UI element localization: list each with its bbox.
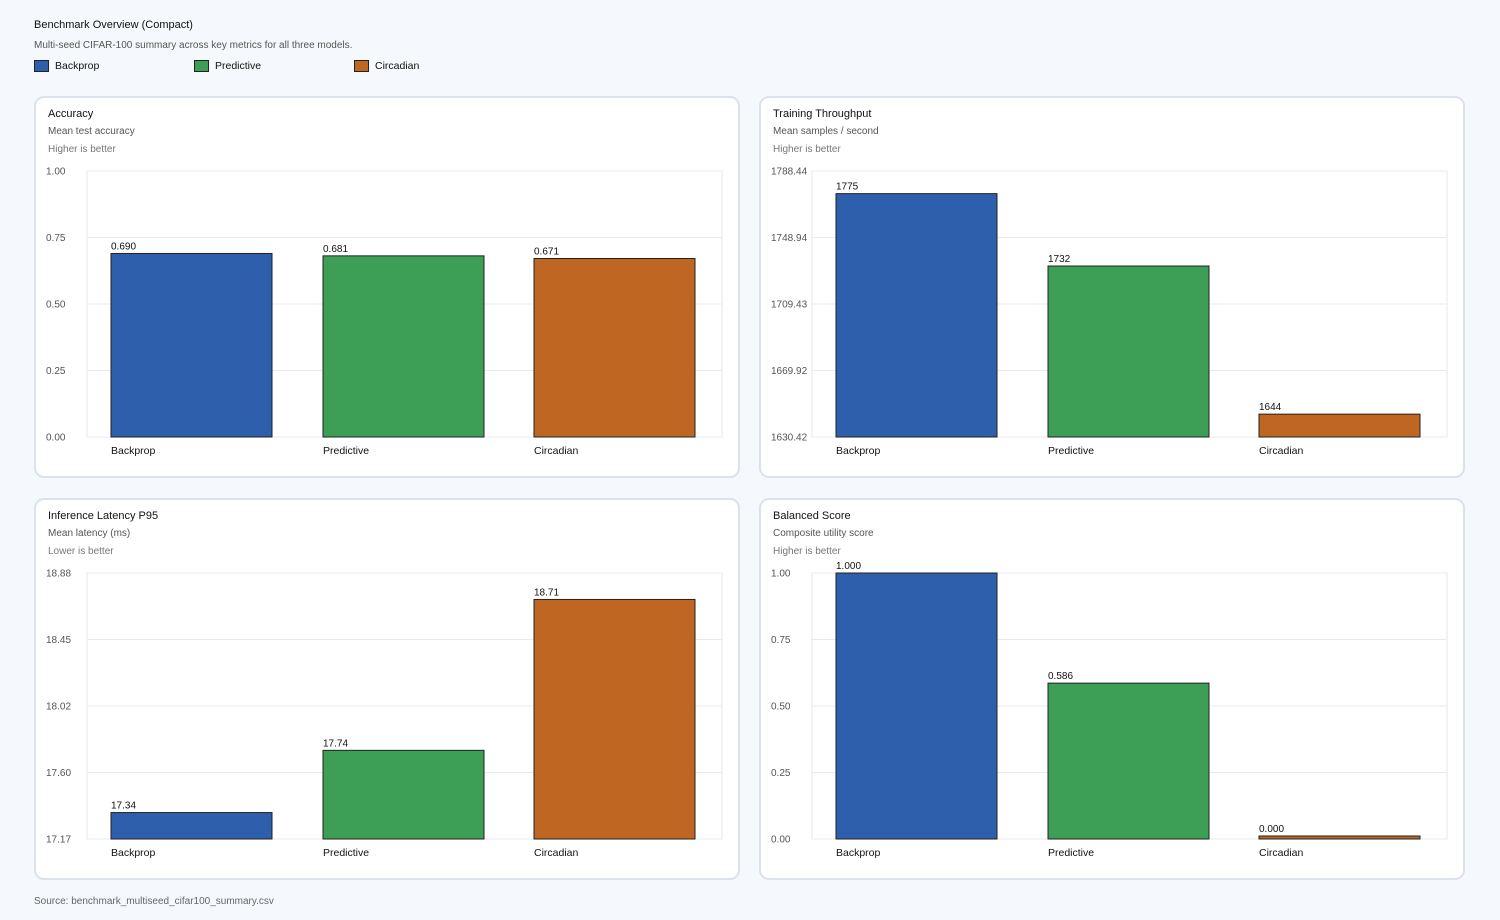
bar-circadian [1258,413,1421,438]
y-tick-label: 18.88 [46,569,71,580]
chart-subtitle: Mean samples / second [773,126,879,137]
y-tick-label: 17.60 [46,768,71,779]
page-subtitle: Multi-seed CIFAR-100 summary across key … [34,40,353,51]
y-tick-label: 17.17 [46,835,71,846]
legend-label-backprop: Backprop [55,60,100,72]
x-tick-label: Predictive [323,847,369,859]
bar-predictive [1047,265,1210,438]
chart-title: Balanced Score [773,510,851,522]
y-tick-label: 1.00 [771,569,791,580]
x-tick-label: Predictive [1048,445,1094,457]
bar-predictive [1047,682,1210,840]
chart-note: Higher is better [773,144,841,155]
y-tick-label: 1748.94 [771,233,808,244]
legend-item-backprop: Backprop [34,59,99,73]
bar-value-label: 1775 [836,182,859,193]
chart-note: Higher is better [773,546,841,557]
chart-panel-accuracy: Accuracy Mean test accuracy Higher is be… [34,96,740,478]
balanced-score-chart: 0.00 0.25 0.50 0.75 1.00 1.000 Backprop 0.586 Pr… [771,561,1448,859]
y-tick-label: 1788.44 [771,167,808,178]
bar-value-label: 17.34 [111,801,136,812]
bar-value-label: 0.671 [534,247,559,258]
bar-circadian [1258,835,1421,840]
page-title: Benchmark Overview (Compact) [34,19,193,31]
y-tick-label: 1.00 [46,167,66,178]
chart-subtitle: Composite utility score [773,528,874,539]
bar-predictive [322,749,485,840]
bar-value-label: 1732 [1048,254,1071,265]
throughput-chart: 1630.42 1669.92 1709.43 1748.94 1788.44 1775 B… [771,167,1448,457]
bar-circadian [533,598,696,840]
y-tick-label: 0.25 [771,768,791,779]
bar-value-label: 17.74 [323,738,348,749]
x-tick-label: Backprop [111,445,156,457]
bar-value-label: 0.690 [111,241,136,252]
bar-value-label: 0.000 [1259,824,1284,835]
chart-panel-latency: Inference Latency P95 Mean latency (ms) … [34,498,740,880]
x-tick-label: Predictive [323,445,369,457]
y-tick-label: 1669.92 [771,366,808,377]
x-tick-label: Circadian [534,445,579,457]
bar-value-label: 18.71 [534,587,559,598]
x-tick-label: Backprop [836,847,881,859]
chart-note: Lower is better [48,546,114,557]
x-tick-label: Predictive [1048,847,1094,859]
chart-title: Inference Latency P95 [48,510,159,522]
y-tick-label: 18.02 [46,702,71,713]
legend-item-predictive: Predictive [194,59,261,73]
legend-swatch-backprop [34,60,49,72]
accuracy-chart: 0.00 0.25 0.50 0.75 1.00 0.690 Backprop 0.681 Pr… [46,167,723,457]
latency-chart: 17.17 17.60 18.02 18.45 18.88 17.34 Backprop 17… [46,569,723,859]
bar-backprop [110,252,273,438]
chart-title: Accuracy [48,108,94,120]
y-tick-label: 0.25 [46,366,66,377]
legend-label-predictive: Predictive [215,60,262,72]
chart-title: Training Throughput [773,108,872,120]
bar-value-label: 1.000 [836,561,861,572]
legend-swatch-circadian [354,60,369,72]
legend-swatch-predictive [194,60,209,72]
y-tick-label: 0.50 [771,702,791,713]
x-tick-label: Circadian [534,847,579,859]
x-tick-label: Circadian [1259,847,1304,859]
y-tick-label: 1630.42 [771,433,808,444]
bar-backprop [110,812,273,840]
chart-subtitle: Mean latency (ms) [48,528,131,539]
chart-note: Higher is better [48,144,116,155]
chart-subtitle: Mean test accuracy [48,126,135,137]
bar-backprop [835,193,998,438]
y-tick-label: 0.00 [771,835,791,846]
y-tick-label: 18.45 [46,635,71,646]
chart-panel-throughput: Training Throughput Mean samples / secon… [759,96,1465,478]
bar-backprop [835,572,998,840]
bar-predictive [322,255,485,438]
y-tick-label: 0.00 [46,433,66,444]
source-note: Source: benchmark_multiseed_cifar100_sum… [34,896,274,907]
bar-value-label: 1644 [1259,402,1282,413]
bar-value-label: 0.681 [323,244,348,255]
legend-item-circadian: Circadian [354,59,419,73]
bar-value-label: 0.586 [1048,671,1073,682]
y-tick-label: 0.50 [46,300,66,311]
y-tick-label: 0.75 [771,635,791,646]
legend-label-circadian: Circadian [375,60,420,72]
chart-panel-balanced-score: Balanced Score Composite utility score H… [759,498,1465,880]
x-tick-label: Backprop [836,445,881,457]
x-tick-label: Backprop [111,847,156,859]
y-tick-label: 1709.43 [771,300,808,311]
bar-circadian [533,258,696,438]
x-tick-label: Circadian [1259,445,1304,457]
y-tick-label: 0.75 [46,233,66,244]
